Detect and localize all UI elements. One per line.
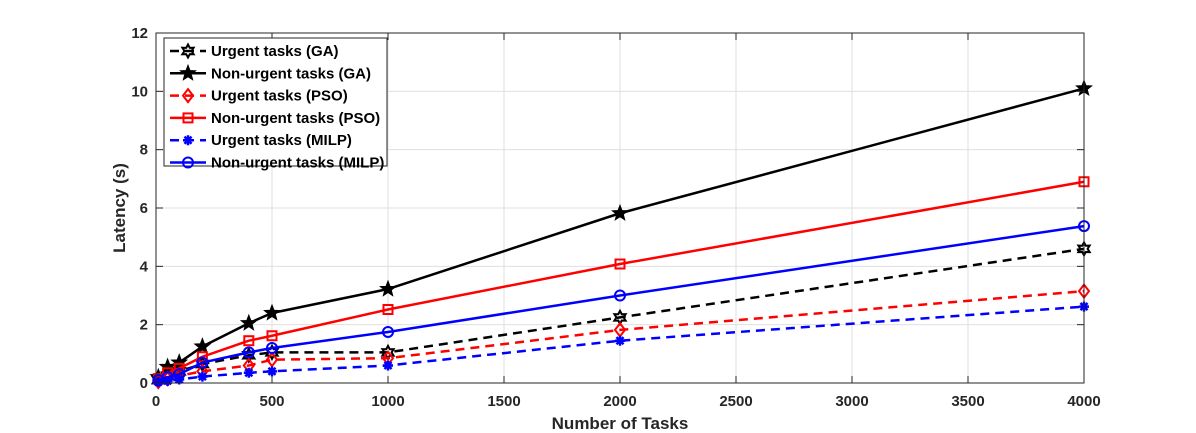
data-point — [162, 375, 173, 386]
data-point — [158, 357, 177, 375]
x-tick-label: 2500 — [719, 393, 752, 410]
data-point — [382, 304, 394, 315]
series-line — [157, 289, 1085, 383]
data-point — [239, 313, 258, 331]
series-line — [157, 224, 1085, 382]
data-point — [383, 360, 393, 371]
legend-entry: Non-urgent tasks (MILP) — [170, 155, 384, 172]
legend-label: Non-urgent tasks (PSO) — [211, 110, 380, 127]
legend-label: Urgent tasks (PSO) — [211, 88, 348, 105]
legend-marker — [181, 87, 195, 104]
legend-entry: Urgent tasks (PSO) — [170, 87, 348, 105]
legend-label: Non-urgent tasks (MILP) — [211, 155, 384, 172]
data-point — [611, 203, 629, 221]
data-point — [170, 353, 189, 371]
legend-entry: Urgent tasks (GA) — [170, 42, 339, 60]
data-point — [266, 342, 278, 354]
y-tick-label: 12 — [131, 25, 148, 42]
legend: Urgent tasks (GA) Non-urgent tasks (GA) Ur… — [163, 37, 388, 172]
legend-label: Urgent tasks (GA) — [211, 43, 339, 60]
y-tick-label: 4 — [140, 258, 149, 275]
data-point — [265, 351, 279, 368]
y-tick-label: 6 — [140, 200, 148, 217]
data-point — [243, 335, 255, 347]
legend-box — [163, 37, 388, 167]
x-tick-label: 2000 — [603, 393, 636, 410]
data-point — [173, 368, 186, 381]
legend-marker — [182, 156, 194, 169]
legend-marker — [180, 42, 196, 60]
x-tick-label: 3500 — [951, 393, 984, 410]
legend-marker — [179, 63, 197, 81]
series-5 — [152, 220, 1090, 387]
data-point — [267, 366, 277, 377]
x-tick-label: 500 — [259, 393, 284, 410]
y-tick-label: 0 — [140, 375, 148, 392]
data-point — [263, 303, 281, 321]
data-point — [196, 351, 208, 363]
data-point — [615, 335, 625, 346]
data-point — [196, 356, 209, 369]
data-point — [193, 337, 212, 355]
y-tick-label: 8 — [140, 142, 148, 159]
legend-entry: Urgent tasks (MILP) — [170, 132, 352, 149]
legend-entry: Non-urgent tasks (GA) — [170, 63, 371, 82]
series-layer — [149, 79, 1093, 390]
x-tick-label: 3000 — [835, 393, 868, 410]
legend-label: Non-urgent tasks (GA) — [211, 65, 371, 82]
x-tick-label: 0 — [152, 393, 160, 410]
x-tick-label: 4000 — [1067, 393, 1100, 410]
data-point — [614, 289, 626, 302]
data-point — [614, 258, 626, 270]
legend-label: Urgent tasks (MILP) — [211, 132, 352, 149]
data-point — [242, 346, 255, 359]
data-point — [379, 279, 397, 297]
series-line — [157, 247, 1085, 382]
data-point — [266, 330, 278, 342]
data-point — [153, 377, 164, 388]
y-tick-label: 10 — [131, 83, 148, 100]
y-axis-title: Latency (s) — [110, 163, 129, 253]
legend-marker — [183, 135, 193, 146]
data-point — [197, 371, 208, 382]
data-point — [161, 371, 174, 384]
legend-marker — [182, 112, 194, 124]
y-tick-label: 2 — [140, 317, 148, 334]
axis-ticks: 0 500 1000 1500 2000 2500 3000 3500 4000 0 2 4 6 8 10 1… — [131, 25, 1100, 410]
x-tick-label: 1000 — [371, 393, 404, 410]
legend-entry: Non-urgent tasks (PSO) — [170, 110, 380, 127]
data-point — [382, 325, 394, 338]
x-tick-label: 1500 — [487, 393, 520, 410]
x-axis-title: Number of Tasks — [552, 414, 689, 433]
data-point — [243, 367, 254, 378]
